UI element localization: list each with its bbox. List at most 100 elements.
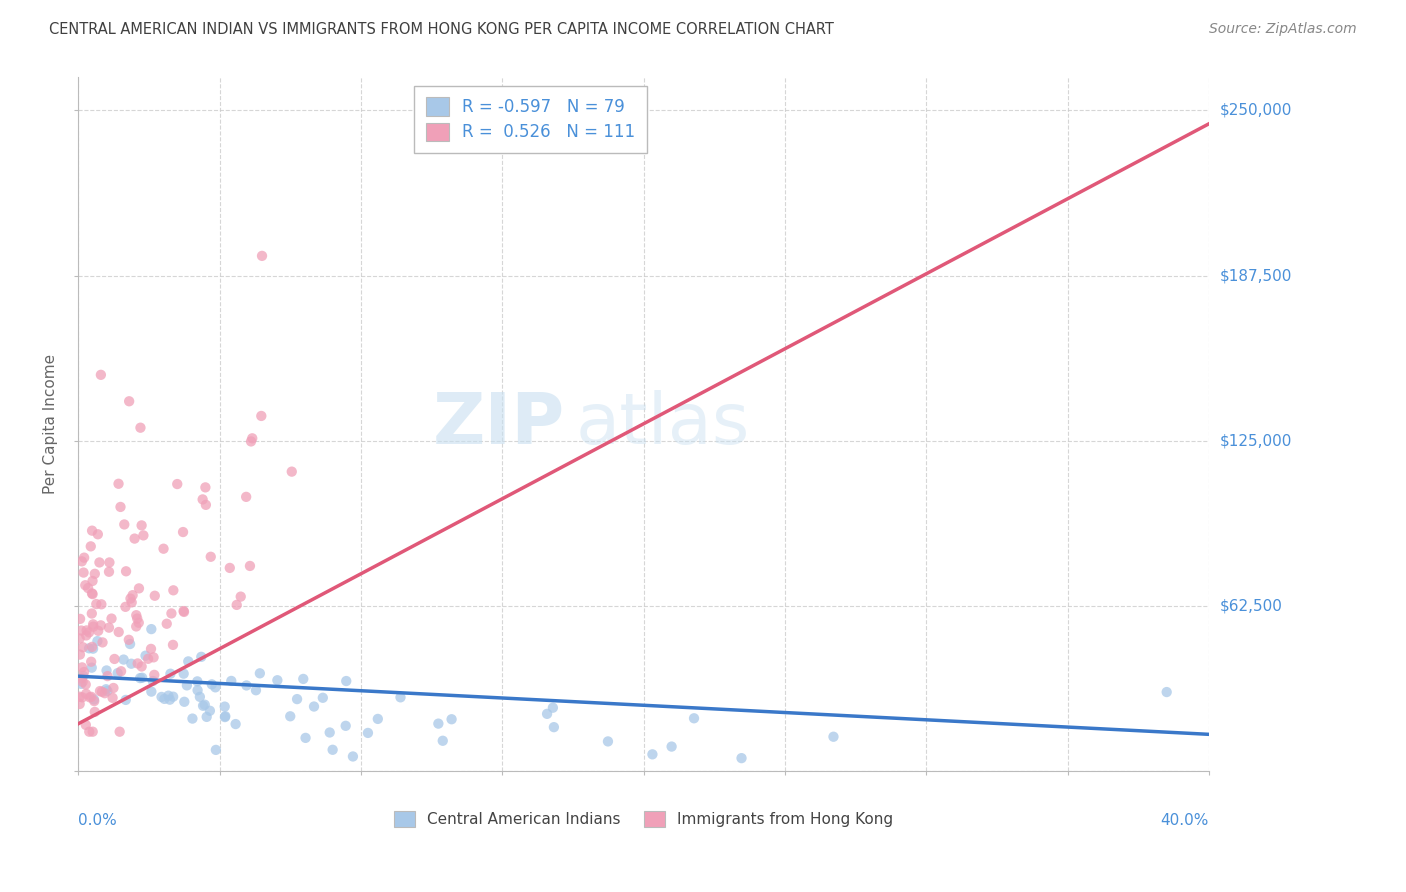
Point (141, 684, 163, 698)
Point (75, 578, 97, 592)
Point (683, 711, 706, 725)
Point (173, 605, 195, 619)
Point (112, 652, 135, 666)
Point (141, 622, 163, 636)
Point (432, 733, 454, 747)
Point (110, 665, 132, 679)
Point (190, 649, 212, 664)
Point (118, 632, 141, 647)
Point (240, 431, 263, 445)
Point (72, 674, 94, 689)
Point (250, 409, 273, 423)
Point (541, 700, 564, 714)
Point (218, 561, 240, 575)
Point (72, 690, 94, 705)
Point (389, 690, 412, 705)
Point (90, 618, 112, 632)
Point (128, 582, 150, 596)
Point (98, 621, 121, 635)
Point (153, 691, 176, 706)
Point (125, 619, 148, 633)
Point (281, 465, 304, 479)
Y-axis label: Per Capita Income: Per Capita Income (44, 354, 58, 494)
Point (80, 607, 103, 621)
Point (79, 690, 101, 705)
Point (181, 712, 204, 726)
Point (143, 668, 166, 682)
Point (80, 640, 103, 654)
Point (121, 595, 143, 609)
Point (75, 687, 97, 701)
Point (427, 716, 450, 731)
Point (235, 490, 257, 504)
Point (214, 709, 236, 723)
Point (72, 669, 94, 683)
Point (82, 641, 104, 656)
Point (83, 705, 105, 719)
Point (90, 597, 112, 611)
Point (214, 710, 236, 724)
Point (159, 666, 181, 681)
Point (114, 693, 136, 707)
Point (173, 695, 195, 709)
Point (730, 751, 752, 765)
Point (127, 611, 149, 625)
Point (596, 734, 619, 748)
Point (91, 635, 114, 649)
Point (83, 566, 105, 581)
Point (266, 673, 288, 688)
Point (96, 664, 118, 678)
Point (75, 628, 97, 642)
Point (98, 565, 121, 579)
Point (225, 598, 247, 612)
Point (136, 652, 159, 666)
Point (139, 641, 162, 656)
Point (96, 669, 118, 683)
Point (1156, 685, 1178, 699)
Text: atlas: atlas (576, 390, 751, 458)
Point (89, 684, 111, 698)
Text: $187,500: $187,500 (1220, 268, 1292, 283)
Point (142, 650, 165, 665)
Point (159, 692, 181, 706)
Point (87, 624, 110, 638)
Point (114, 599, 136, 614)
Point (69, 632, 91, 646)
Point (101, 690, 124, 705)
Point (70, 624, 93, 638)
Point (278, 709, 301, 723)
Point (641, 747, 664, 762)
Point (172, 524, 194, 539)
Point (187, 683, 209, 698)
Point (124, 532, 146, 546)
Point (80, 586, 103, 600)
Point (70, 677, 93, 691)
Point (125, 608, 148, 623)
Text: CENTRAL AMERICAN INDIAN VS IMMIGRANTS FROM HONG KONG PER CAPITA INCOME CORRELATI: CENTRAL AMERICAN INDIAN VS IMMIGRANTS FR… (49, 22, 834, 37)
Point (70, 554, 93, 568)
Point (219, 673, 242, 688)
Point (91, 685, 114, 699)
Point (176, 678, 198, 692)
Point (186, 674, 208, 689)
Point (285, 692, 308, 706)
Point (134, 648, 156, 663)
Point (69, 612, 91, 626)
Point (129, 420, 152, 434)
Point (200, 549, 222, 564)
Point (96, 684, 118, 698)
Point (128, 615, 150, 630)
Point (205, 743, 228, 757)
Point (194, 498, 217, 512)
Point (188, 690, 211, 704)
Text: 40.0%: 40.0% (1161, 813, 1209, 828)
Point (86, 634, 108, 648)
Point (194, 480, 217, 494)
Point (131, 518, 153, 533)
Point (162, 583, 184, 598)
Point (80, 540, 103, 554)
Point (107, 625, 129, 640)
Point (118, 394, 141, 409)
Point (225, 717, 247, 731)
Point (103, 681, 125, 695)
